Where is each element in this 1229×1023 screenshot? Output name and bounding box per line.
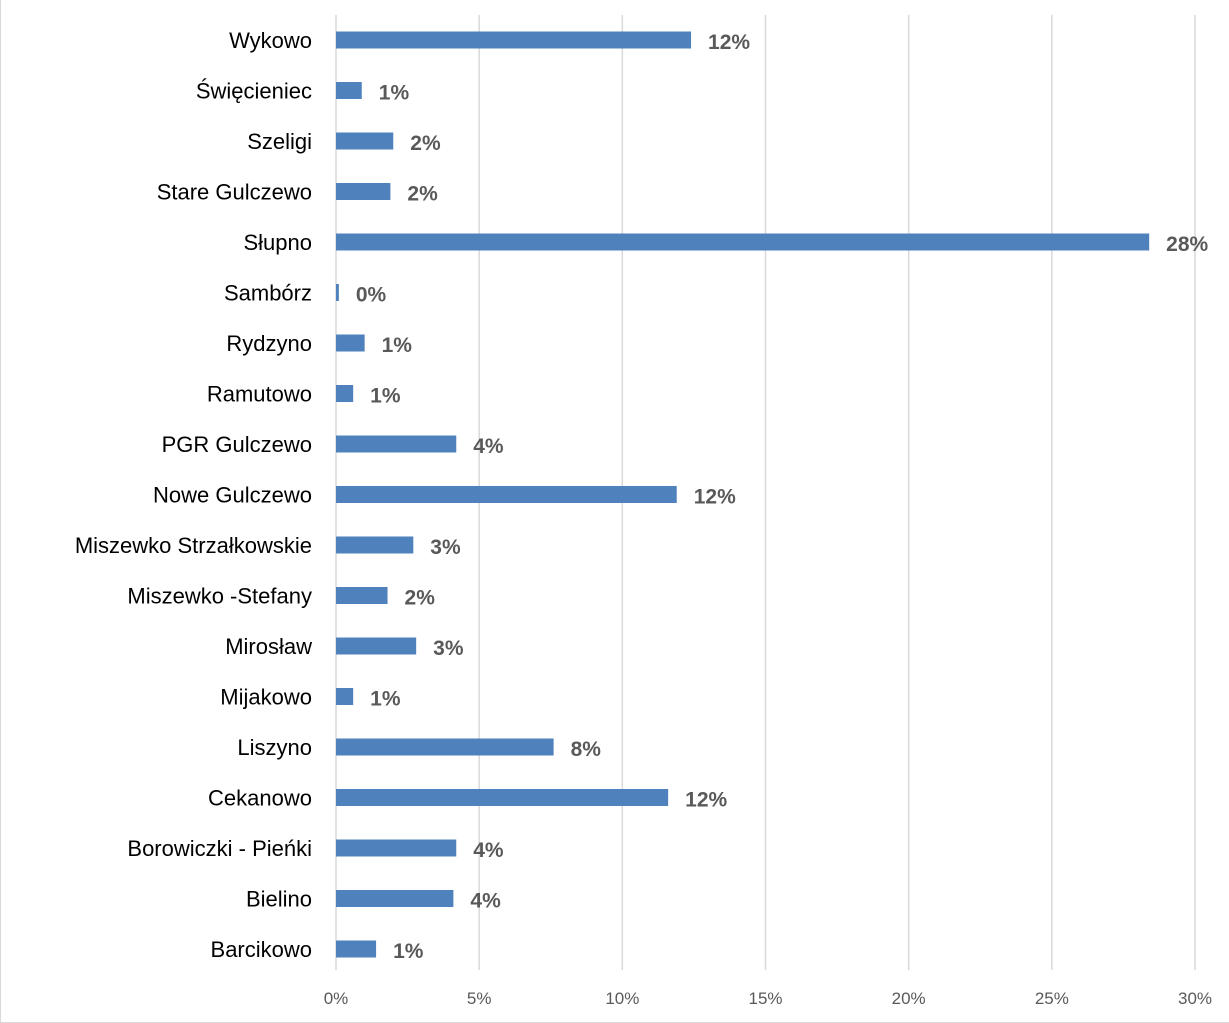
category-labels: Wykowo Święcieniec Szeligi Stare Gulczewo Sł…: [75, 28, 312, 962]
category-label: Rydzyno: [226, 331, 312, 356]
data-label: 2%: [407, 183, 438, 206]
data-label: 1%: [393, 940, 424, 963]
bar: [336, 688, 354, 705]
bar: [336, 334, 365, 352]
data-label: 4%: [473, 435, 504, 458]
bar: [336, 486, 677, 503]
category-label: Ramutowo: [207, 382, 312, 407]
bar: [336, 536, 414, 554]
bar: [336, 940, 377, 958]
data-label: 0%: [356, 284, 387, 307]
category-label: Święcieniec: [196, 79, 312, 104]
category-label: Wykowo: [229, 28, 312, 53]
data-label: 8%: [571, 738, 602, 761]
x-tick-label: 15%: [748, 989, 782, 1008]
data-label: 1%: [382, 334, 413, 357]
data-label: 4%: [473, 839, 504, 862]
category-label: Mijakowo: [220, 685, 312, 710]
data-label: 3%: [433, 637, 464, 660]
category-label: Stare Gulczewo: [157, 180, 312, 205]
x-tick-label: 0%: [324, 989, 349, 1008]
bar: [336, 233, 1150, 251]
data-label: 2%: [410, 132, 441, 155]
x-tick-label: 25%: [1035, 989, 1069, 1008]
bar: [336, 839, 457, 857]
category-label: Mirosław: [225, 634, 312, 659]
bar: [336, 637, 417, 655]
bar: [336, 385, 354, 402]
category-label: Sambórz: [224, 281, 312, 306]
bar: [336, 890, 454, 907]
data-label: 1%: [370, 688, 401, 711]
category-label: Barcikowo: [211, 937, 312, 962]
category-label: Słupno: [243, 230, 312, 255]
data-labels: 12% 1% 2% 2% 28% 0% 1% 1% 4% 12% 3% 2% 3% 1% 8% 12% 4% 4%…: [356, 31, 1209, 963]
data-label: 12%: [708, 31, 750, 54]
data-label: 12%: [694, 486, 736, 509]
bar: [336, 789, 669, 806]
data-label: 1%: [370, 385, 401, 408]
category-label: Bielino: [246, 887, 312, 912]
x-tick-label: 20%: [892, 989, 926, 1008]
data-label: 1%: [379, 82, 410, 105]
category-label: PGR Gulczewo: [162, 432, 312, 457]
data-label: 3%: [430, 536, 461, 559]
bar: [336, 183, 391, 200]
category-label: Szeligi: [247, 129, 312, 154]
bars: [336, 31, 1150, 958]
x-tick-label: 30%: [1178, 989, 1212, 1008]
x-tick-label: 5%: [467, 989, 492, 1008]
x-axis-ticks: 0% 5% 10% 15% 20% 25% 30%: [324, 989, 1212, 1008]
data-label: 12%: [685, 789, 727, 812]
category-label: Miszewko -Stefany: [127, 584, 312, 609]
bar: [336, 132, 394, 150]
bar: [336, 31, 692, 49]
category-label: Nowe Gulczewo: [153, 483, 312, 508]
x-tick-label: 10%: [605, 989, 639, 1008]
category-label: Borowiczki - Pieńki: [127, 836, 312, 861]
category-label: Miszewko Strzałkowskie: [75, 533, 312, 558]
bar: [336, 284, 339, 301]
data-label: 4%: [470, 890, 501, 913]
category-label: Cekanowo: [208, 786, 312, 811]
bar: [336, 435, 457, 453]
bar: [336, 587, 388, 604]
data-label: 28%: [1166, 233, 1208, 256]
category-label: Liszyno: [237, 735, 312, 760]
data-label: 2%: [405, 587, 436, 610]
bar: [336, 82, 362, 99]
bar: [336, 738, 554, 756]
